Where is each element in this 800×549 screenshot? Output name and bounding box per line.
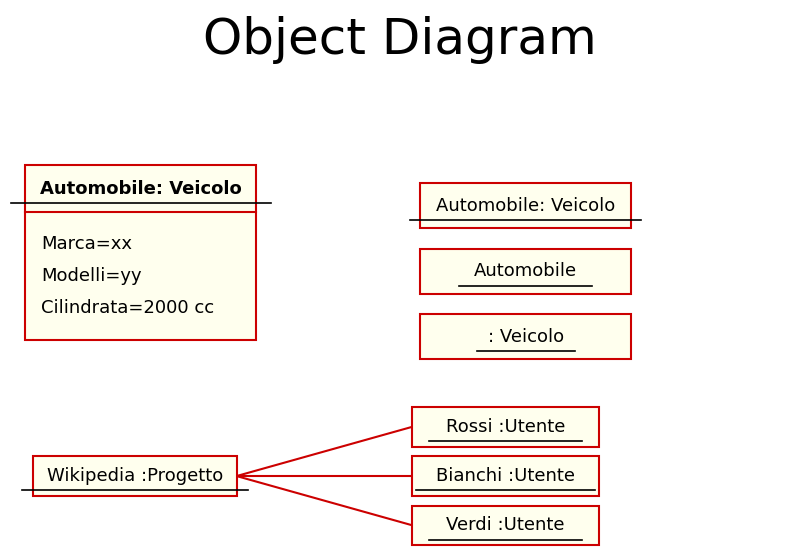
Text: Wikipedia :Progetto: Wikipedia :Progetto	[46, 467, 223, 485]
Text: Object Diagram: Object Diagram	[203, 15, 597, 64]
Text: Rossi :Utente: Rossi :Utente	[446, 418, 566, 436]
FancyBboxPatch shape	[34, 456, 237, 496]
Text: Automobile: Veicolo: Automobile: Veicolo	[40, 180, 242, 198]
Text: Modelli=yy: Modelli=yy	[42, 267, 142, 285]
Text: : Veicolo: : Veicolo	[487, 328, 564, 346]
FancyBboxPatch shape	[412, 407, 599, 446]
Text: Automobile: Veicolo: Automobile: Veicolo	[436, 197, 615, 215]
FancyBboxPatch shape	[420, 249, 631, 294]
FancyBboxPatch shape	[412, 506, 599, 545]
FancyBboxPatch shape	[420, 183, 631, 228]
Text: Automobile: Automobile	[474, 262, 577, 280]
Text: Cilindrata=2000 cc: Cilindrata=2000 cc	[42, 299, 214, 317]
FancyBboxPatch shape	[412, 456, 599, 496]
Text: Bianchi :Utente: Bianchi :Utente	[436, 467, 575, 485]
FancyBboxPatch shape	[420, 315, 631, 359]
FancyBboxPatch shape	[26, 165, 257, 340]
Text: Verdi :Utente: Verdi :Utente	[446, 516, 565, 534]
Text: Marca=xx: Marca=xx	[42, 236, 133, 253]
